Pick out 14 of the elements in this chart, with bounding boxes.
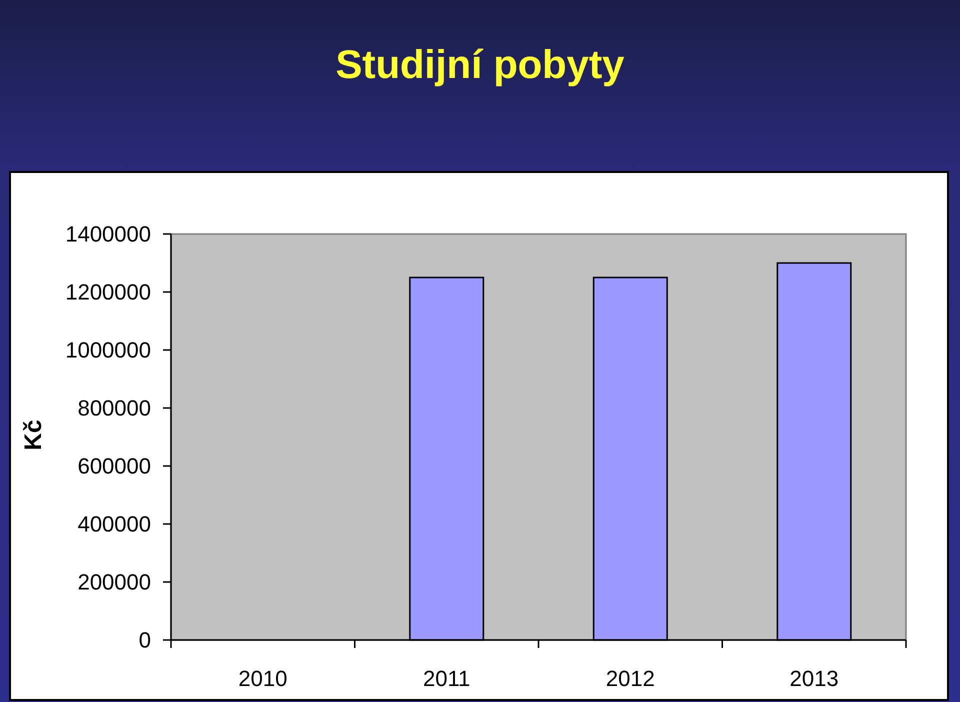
y-tick-label: 400000 [78,512,151,537]
chart-title: Studijní pobyty [336,43,626,87]
y-tick-label: 0 [138,628,151,653]
y-tick-label: 800000 [78,396,151,421]
y-tick-label: 1000000 [65,338,151,363]
x-tick-label: 2012 [606,666,655,691]
y-axis-title: Kč [20,420,47,450]
x-tick-label: 2011 [422,666,470,691]
y-tick-label: 1200000 [65,280,151,305]
y-tick-label: 1400000 [65,222,151,247]
x-tick-label: 2010 [238,666,288,691]
y-tick-label: 600000 [78,454,151,479]
x-tick-label: 2013 [790,666,839,691]
y-tick-label: 200000 [78,570,151,595]
